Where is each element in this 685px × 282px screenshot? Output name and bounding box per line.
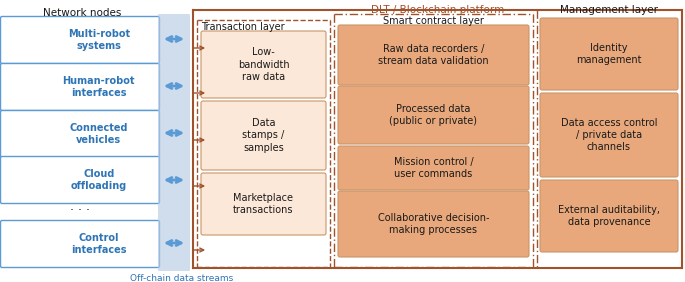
Text: Network nodes: Network nodes: [42, 8, 121, 18]
Text: Processed data
(public or private): Processed data (public or private): [390, 104, 477, 126]
FancyBboxPatch shape: [1, 17, 160, 63]
Text: External auditability,
data provenance: External auditability, data provenance: [558, 205, 660, 227]
Text: Management layer: Management layer: [560, 5, 658, 15]
FancyBboxPatch shape: [1, 157, 160, 204]
Text: Off-chain data streams: Off-chain data streams: [130, 274, 234, 282]
Text: Identity
management: Identity management: [576, 43, 642, 65]
Text: Connected
vehicles: Connected vehicles: [69, 123, 128, 145]
Text: Transaction layer: Transaction layer: [201, 22, 285, 32]
FancyBboxPatch shape: [540, 93, 678, 177]
Text: Marketplace
transactions: Marketplace transactions: [234, 193, 294, 215]
FancyBboxPatch shape: [201, 173, 326, 235]
Text: Human-robot
interfaces: Human-robot interfaces: [62, 76, 135, 98]
FancyBboxPatch shape: [158, 14, 190, 271]
FancyBboxPatch shape: [1, 63, 160, 111]
FancyBboxPatch shape: [338, 191, 529, 257]
Text: Collaborative decision-
making processes: Collaborative decision- making processes: [377, 213, 489, 235]
Text: DLT / Blockchain platform: DLT / Blockchain platform: [371, 5, 504, 15]
Text: Multi-robot
systems: Multi-robot systems: [68, 29, 129, 51]
FancyBboxPatch shape: [1, 221, 160, 268]
FancyBboxPatch shape: [338, 86, 529, 144]
Text: Mission control /
user commands: Mission control / user commands: [394, 157, 473, 179]
FancyBboxPatch shape: [540, 180, 678, 252]
FancyBboxPatch shape: [338, 146, 529, 190]
FancyBboxPatch shape: [1, 111, 160, 158]
FancyBboxPatch shape: [540, 18, 678, 90]
Text: Data
stamps /
samples: Data stamps / samples: [242, 118, 285, 153]
Text: Control
interfaces: Control interfaces: [71, 233, 127, 255]
FancyBboxPatch shape: [201, 31, 326, 98]
Text: Cloud
offloading: Cloud offloading: [71, 169, 127, 191]
Text: Low-
bandwidth
raw data: Low- bandwidth raw data: [238, 47, 289, 82]
Text: Raw data recorders /
stream data validation: Raw data recorders / stream data validat…: [378, 44, 489, 66]
Text: · · ·: · · ·: [70, 204, 90, 217]
Text: Data access control
/ private data
channels: Data access control / private data chann…: [561, 118, 657, 152]
Text: Smart contract layer: Smart contract layer: [383, 16, 484, 26]
FancyBboxPatch shape: [201, 101, 326, 170]
FancyBboxPatch shape: [338, 25, 529, 85]
